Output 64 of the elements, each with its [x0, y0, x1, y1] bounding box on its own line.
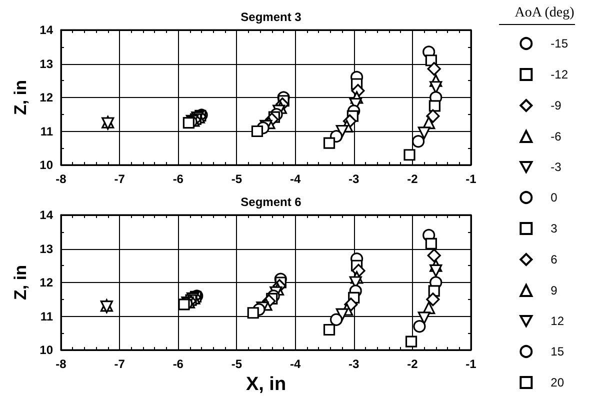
point: [413, 320, 426, 333]
y-axis-title: Z, in: [10, 80, 30, 115]
y-axis-title: Z, in: [10, 265, 30, 300]
point: [426, 109, 440, 123]
legend-label: 15: [550, 344, 564, 358]
point: [427, 248, 441, 262]
legend-label: -15: [550, 36, 568, 50]
x-tick-label: -1: [466, 357, 477, 371]
legend-title: AoA (deg): [514, 6, 575, 20]
point: [428, 100, 440, 112]
y-tick-label: 11: [40, 124, 54, 138]
x-tick-label: -5: [231, 357, 242, 371]
point: [430, 264, 442, 277]
x-tick-label: -1: [466, 172, 477, 186]
x-tick-label: -6: [172, 172, 184, 186]
chart-title: Segment 3: [240, 10, 302, 24]
x-tick-label: -8: [56, 357, 67, 371]
legend-label: -12: [550, 68, 568, 82]
legend-label: 0: [550, 190, 558, 204]
x-tick-label: -2: [407, 172, 418, 186]
legend-label: -9: [550, 98, 562, 112]
legend-label: 6: [550, 252, 558, 266]
point: [418, 126, 430, 140]
point: [247, 307, 259, 319]
x-tick-label: -8: [56, 172, 67, 186]
point: [330, 313, 343, 326]
y-tick-label: 14: [40, 208, 54, 222]
x-tick-label: -5: [231, 172, 242, 186]
x-tick-label: -3: [348, 172, 360, 186]
x-tick-label: -7: [114, 357, 126, 371]
point: [323, 137, 336, 149]
legend-label: -6: [550, 130, 562, 144]
point: [425, 238, 437, 250]
y-tick-label: 13: [40, 242, 54, 256]
legend-label: 9: [550, 284, 558, 298]
x-tick-label: -2: [407, 357, 418, 371]
y-tick-label: 12: [40, 276, 54, 290]
x-tick-label: -7: [114, 172, 126, 186]
point: [178, 298, 190, 310]
point: [418, 312, 430, 324]
point: [426, 292, 440, 306]
point: [405, 336, 418, 348]
x-tick-label: -3: [348, 357, 360, 371]
y-tick-label: 11: [40, 309, 54, 324]
y-tick-label: 10: [40, 343, 54, 357]
x-tick-label: -4: [290, 357, 301, 371]
point: [412, 135, 425, 148]
y-tick-label: 13: [40, 56, 54, 71]
point: [427, 62, 441, 76]
legend-label: 12: [550, 314, 564, 328]
x-axis-title: X, in: [246, 374, 286, 395]
y-tick-label: 10: [40, 158, 54, 172]
legend-label: 20: [550, 376, 564, 390]
x-tick-label: -6: [172, 357, 184, 371]
y-tick-label: 12: [40, 90, 54, 104]
y-tick-label: 14: [40, 23, 54, 37]
chart-title: Segment 6: [240, 195, 302, 209]
point: [251, 125, 264, 138]
legend-label: 3: [550, 222, 558, 236]
point: [182, 117, 194, 129]
point: [323, 324, 336, 336]
legend-label: -3: [550, 160, 562, 174]
x-tick-label: -4: [290, 172, 301, 186]
point: [404, 149, 416, 161]
